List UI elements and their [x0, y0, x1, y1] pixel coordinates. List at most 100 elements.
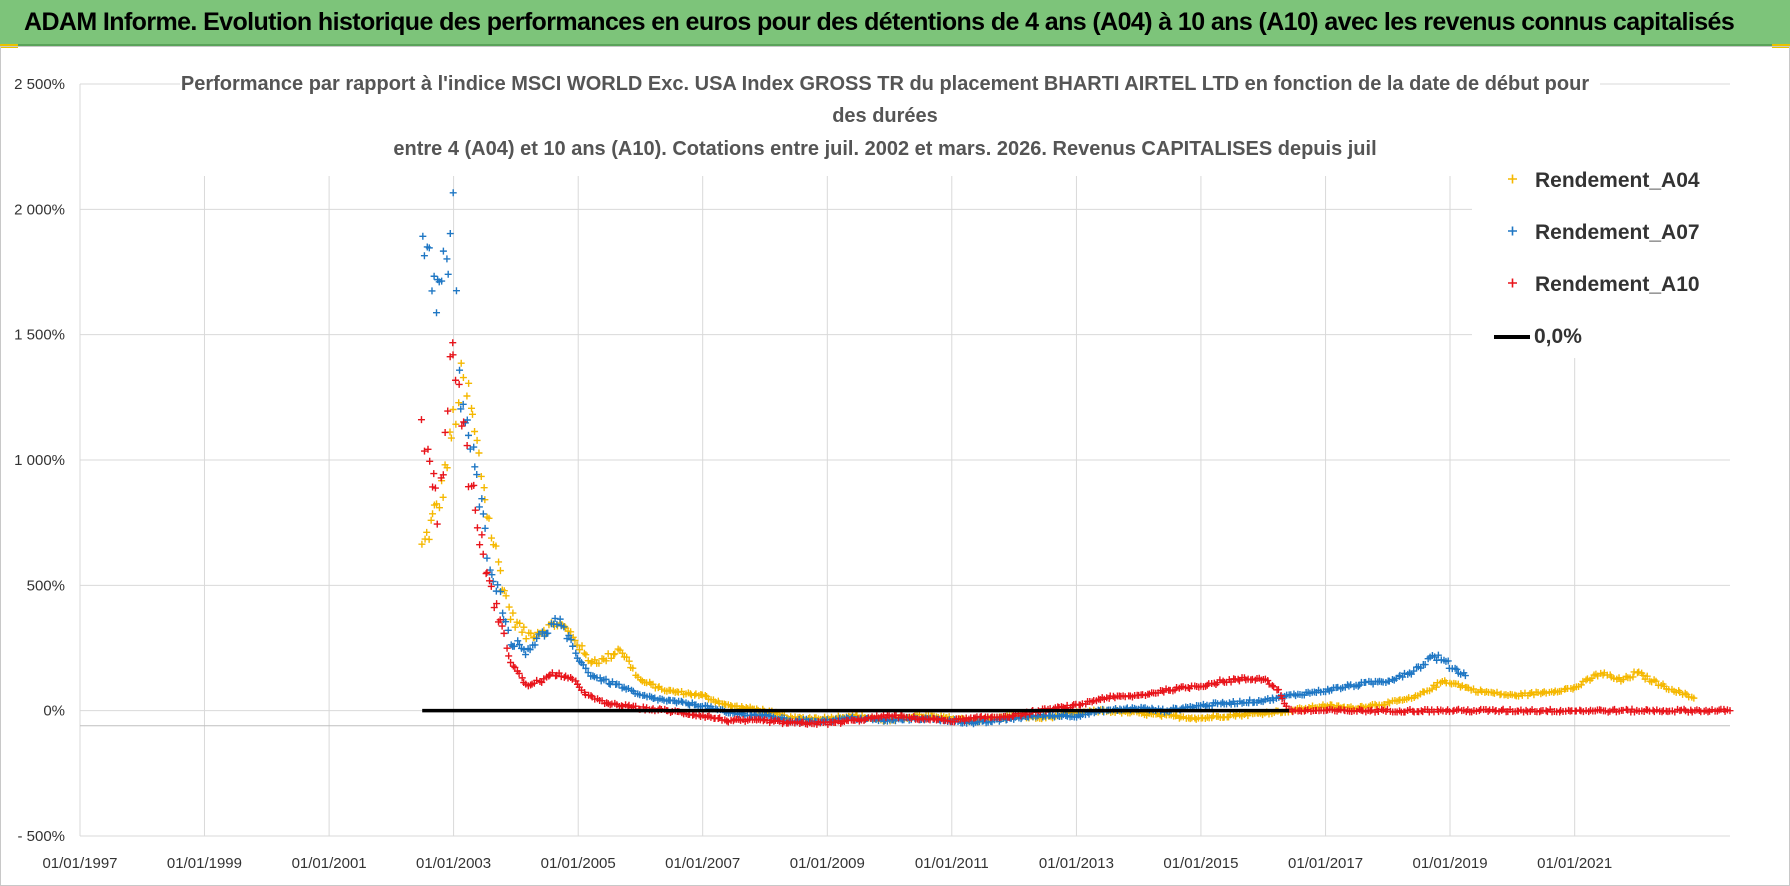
data-point — [981, 714, 989, 722]
data-point — [567, 628, 575, 636]
data-point — [492, 542, 500, 550]
data-point — [1579, 677, 1587, 685]
data-point — [520, 623, 528, 631]
data-point — [480, 484, 488, 492]
data-point — [591, 656, 599, 664]
data-point — [509, 662, 517, 670]
data-point — [1203, 681, 1211, 689]
data-point — [1536, 708, 1544, 716]
data-point — [439, 247, 447, 255]
legend-label: Rendement_A04 — [1535, 169, 1700, 192]
legend-swatch — [1508, 174, 1517, 184]
y-tick-label: 2 500% — [14, 76, 65, 93]
data-point — [587, 692, 595, 700]
series-Rendement_A10 — [417, 339, 1734, 728]
data-point — [449, 339, 457, 347]
data-point — [459, 400, 467, 408]
data-point — [602, 657, 610, 665]
x-tick-label: 01/01/2015 — [1163, 855, 1238, 872]
data-point — [473, 524, 481, 532]
data-point — [1726, 707, 1734, 715]
legend-swatch — [1508, 226, 1517, 236]
data-point — [714, 715, 722, 723]
data-point — [473, 471, 481, 479]
data-point — [444, 407, 452, 415]
data-point — [459, 374, 467, 382]
data-point — [1695, 706, 1703, 714]
data-point — [483, 554, 491, 562]
y-tick-label: 2 000% — [14, 201, 65, 218]
data-point — [560, 623, 568, 631]
data-point — [1399, 673, 1407, 681]
data-point — [449, 351, 457, 359]
chart-title-line-3: entre 4 (A04) et 10 ans (A10). Cotations… — [393, 138, 1376, 160]
x-tick-label: 01/01/2003 — [416, 855, 491, 872]
data-point — [471, 427, 479, 435]
data-point — [504, 626, 512, 634]
data-point — [505, 603, 513, 611]
data-point — [423, 528, 431, 536]
data-point — [1639, 671, 1647, 679]
data-point — [615, 680, 623, 688]
x-tick-label: 01/01/2007 — [665, 855, 740, 872]
data-point — [595, 659, 603, 667]
data-point — [1069, 702, 1077, 710]
data-point — [1274, 686, 1282, 694]
data-point — [522, 651, 530, 659]
data-point — [493, 600, 501, 608]
data-point — [589, 672, 597, 680]
data-point — [629, 664, 637, 672]
data-point — [1088, 698, 1096, 706]
data-point — [500, 587, 508, 595]
data-point — [1606, 707, 1614, 715]
data-point — [520, 646, 528, 654]
data-point — [511, 663, 519, 671]
data-point — [625, 657, 633, 665]
data-point — [674, 688, 682, 696]
data-point — [1449, 707, 1457, 715]
data-point — [420, 252, 428, 260]
data-point — [452, 287, 460, 295]
legend-label: Rendement_A07 — [1535, 221, 1700, 244]
data-point — [851, 716, 859, 724]
data-point — [481, 496, 489, 504]
data-point — [572, 649, 580, 657]
data-point — [515, 641, 523, 649]
data-point — [527, 629, 535, 637]
data-point — [545, 672, 553, 680]
chart-title-box: Performance par rapport à l'indice MSCI … — [180, 58, 1600, 176]
data-point — [485, 514, 493, 522]
data-point — [1629, 673, 1637, 681]
data-point — [419, 232, 427, 240]
data-point — [425, 244, 433, 252]
data-point — [483, 568, 491, 576]
data-point — [1477, 686, 1485, 694]
data-point — [460, 418, 468, 426]
data-point — [569, 642, 577, 650]
data-point — [1432, 683, 1440, 691]
data-point — [502, 618, 510, 626]
data-point — [576, 646, 584, 654]
data-point — [1454, 705, 1462, 713]
data-point — [452, 420, 460, 428]
data-point — [1704, 708, 1712, 716]
data-point — [426, 457, 434, 465]
data-point — [488, 571, 496, 579]
page-title: ADAM Informe. Evolution historique des p… — [24, 8, 1735, 36]
data-point — [1526, 690, 1534, 698]
data-point — [533, 676, 541, 684]
data-point — [444, 270, 452, 278]
data-point — [684, 700, 692, 708]
data-point — [527, 681, 535, 689]
data-point — [553, 620, 561, 628]
data-point — [531, 641, 539, 649]
data-point — [1354, 682, 1362, 690]
data-point — [1268, 682, 1276, 690]
x-tick-label: 01/01/2005 — [541, 855, 616, 872]
data-point — [556, 615, 564, 623]
data-point — [677, 697, 685, 705]
data-point — [1652, 677, 1660, 685]
data-point — [578, 642, 586, 650]
data-point — [582, 664, 590, 672]
x-tick-label: 01/01/2001 — [292, 855, 367, 872]
